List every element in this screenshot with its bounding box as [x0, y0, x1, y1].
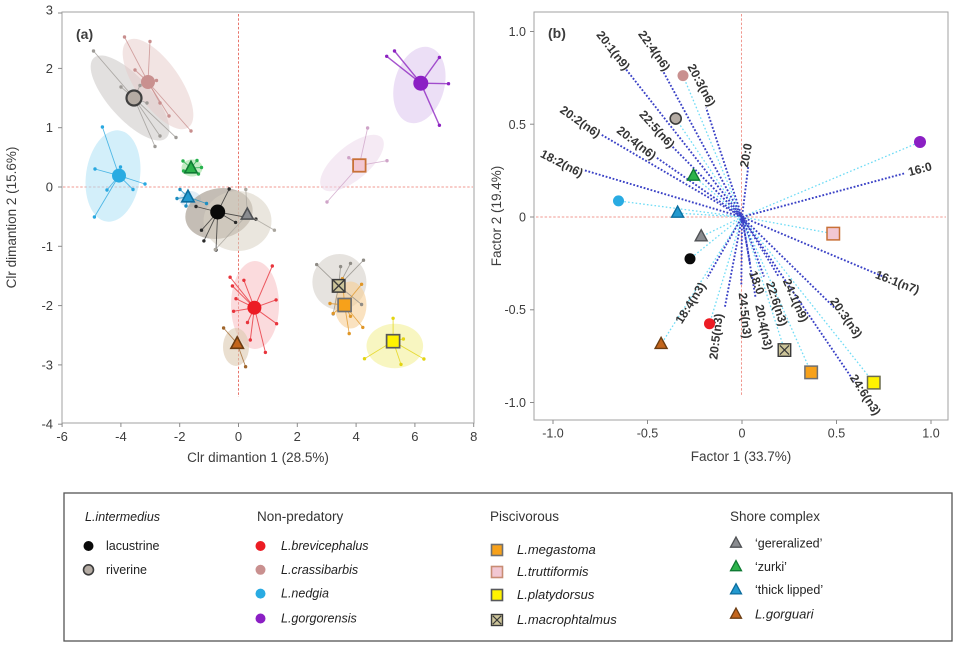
- svg-text:20:0: 20:0: [737, 142, 755, 168]
- svg-text:Shore complex: Shore complex: [730, 509, 820, 524]
- svg-text:L.nedgia: L.nedgia: [281, 587, 329, 601]
- svg-text:Clr dimantion 1 (28.5%): Clr dimantion 1 (28.5%): [187, 450, 329, 465]
- svg-text:L.megastoma: L.megastoma: [517, 542, 596, 557]
- svg-text:(a): (a): [76, 26, 93, 42]
- svg-text:L.macrophtalmus: L.macrophtalmus: [517, 612, 617, 627]
- svg-text:-3: -3: [41, 357, 53, 372]
- svg-text:-4: -4: [41, 417, 53, 432]
- svg-text:2: 2: [294, 429, 301, 444]
- svg-text:riverine: riverine: [106, 563, 147, 577]
- svg-text:3: 3: [46, 3, 53, 18]
- svg-text:0: 0: [235, 429, 242, 444]
- svg-text:-6: -6: [56, 429, 68, 444]
- svg-text:0: 0: [519, 211, 526, 225]
- svg-text:-0.5: -0.5: [504, 303, 526, 317]
- svg-text:Factor 2 (19.4%): Factor 2 (19.4%): [489, 166, 504, 267]
- svg-text:Clr dimantion 2 (15.6%): Clr dimantion 2 (15.6%): [4, 147, 19, 289]
- svg-text:lacustrine: lacustrine: [106, 539, 160, 553]
- svg-text:4: 4: [352, 429, 359, 444]
- svg-text:8: 8: [470, 429, 477, 444]
- svg-text:Factor 1 (33.7%): Factor 1 (33.7%): [691, 449, 792, 464]
- svg-text:0.5: 0.5: [509, 118, 526, 132]
- svg-text:‘thick lipped’: ‘thick lipped’: [755, 583, 823, 597]
- svg-text:‘gereralized’: ‘gereralized’: [755, 537, 822, 551]
- svg-text:-1.0: -1.0: [504, 396, 526, 410]
- svg-text:L.crassibarbis: L.crassibarbis: [281, 563, 358, 577]
- svg-text:-4: -4: [115, 429, 127, 444]
- svg-text:6: 6: [411, 429, 418, 444]
- svg-text:-2: -2: [41, 298, 53, 313]
- svg-text:L.platydorsus: L.platydorsus: [517, 587, 595, 602]
- svg-text:Piscivorous: Piscivorous: [490, 509, 559, 524]
- svg-text:-2: -2: [174, 429, 186, 444]
- svg-text:1: 1: [46, 120, 53, 135]
- svg-text:0: 0: [46, 180, 53, 195]
- svg-text:L.intermedius: L.intermedius: [85, 510, 160, 524]
- svg-text:L.brevicephalus: L.brevicephalus: [281, 539, 369, 553]
- svg-text:-1: -1: [41, 239, 53, 254]
- svg-text:Non-predatory: Non-predatory: [257, 509, 344, 524]
- svg-text:(b): (b): [548, 25, 566, 41]
- svg-text:2: 2: [46, 61, 53, 76]
- svg-text:L.gorguari: L.gorguari: [755, 607, 815, 622]
- svg-text:16:0: 16:0: [907, 159, 934, 179]
- svg-text:0.5: 0.5: [828, 427, 845, 441]
- svg-text:24:5(n3): 24:5(n3): [736, 292, 755, 339]
- svg-text:1.0: 1.0: [509, 25, 526, 39]
- svg-text:‘zurki’: ‘zurki’: [755, 560, 787, 574]
- svg-text:-1.0: -1.0: [542, 427, 564, 441]
- svg-text:-0.5: -0.5: [637, 427, 659, 441]
- svg-text:L.gorgorensis: L.gorgorensis: [281, 612, 357, 626]
- svg-text:1.0: 1.0: [922, 427, 939, 441]
- svg-text:L.truttiformis: L.truttiformis: [517, 564, 589, 579]
- svg-text:0: 0: [739, 427, 746, 441]
